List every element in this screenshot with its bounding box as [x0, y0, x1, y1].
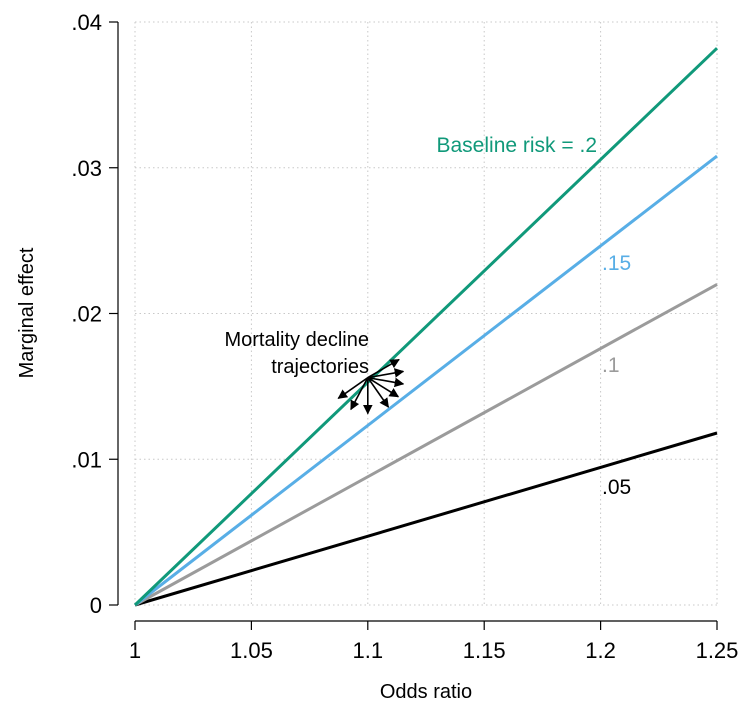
series-line	[134, 283, 718, 607]
annotation-text: Mortality decline	[224, 329, 369, 351]
x-tick-label: 1	[129, 638, 141, 663]
y-tick-label: .03	[71, 156, 102, 181]
trajectory-arrows	[337, 358, 405, 415]
trajectory-arrow	[350, 377, 369, 411]
series-line	[134, 154, 718, 607]
axes: 0 .01 .02 .03 .04 1 1.05 1.1 1.15 1.2 1.25 Odds rat…	[16, 10, 738, 703]
series-lines	[133, 47, 719, 607]
trajectory-arrow	[367, 377, 390, 408]
x-tick-label: 1.2	[585, 638, 616, 663]
series-line	[133, 47, 719, 607]
trajectory-arrow	[367, 358, 400, 379]
y-tick-label: 0	[90, 593, 102, 618]
y-tick-label: .02	[71, 302, 102, 327]
x-tick-label: 1.05	[230, 638, 273, 663]
labels: .05 .1 .15 Baseline risk = .2 Mortality decl…	[224, 134, 631, 499]
trajectory-arrow	[367, 376, 400, 398]
series-label: .1	[602, 354, 620, 377]
trajectory-arrow	[367, 376, 405, 388]
x-tick-label: 1.25	[696, 638, 739, 663]
x-axis-title: Odds ratio	[380, 681, 472, 703]
y-tick-label: .01	[71, 447, 102, 472]
annotation-text: trajectories	[271, 356, 369, 378]
series-label: .15	[602, 252, 631, 275]
series-label: .05	[602, 476, 631, 499]
y-tick-label: .04	[71, 10, 102, 35]
trajectory-arrow	[337, 376, 369, 399]
trajectory-arrow	[367, 368, 405, 379]
series-label: Baseline risk = .2	[437, 134, 598, 157]
series-line	[134, 431, 718, 607]
x-tick-label: 1.1	[353, 638, 384, 663]
x-tick-label: 1.15	[463, 638, 506, 663]
y-axis-title: Marginal effect	[16, 247, 38, 378]
